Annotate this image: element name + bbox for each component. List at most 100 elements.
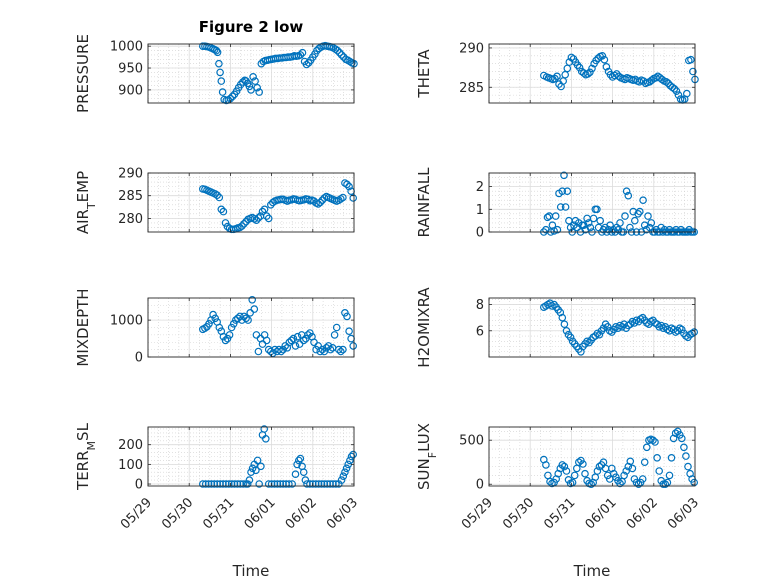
data-point [595,330,604,339]
data-point [603,322,612,331]
data-point [239,78,247,86]
data-point [680,443,688,452]
data-point [556,203,565,211]
x-tick-label: 05/30 [500,495,537,532]
data-point [221,219,230,227]
data-point [562,467,571,475]
data-point [252,466,260,475]
data-point [215,323,224,332]
data-point [243,480,252,488]
data-point [677,325,686,334]
y-axis-label: MIXDEPTH [74,288,92,366]
data-point [642,443,651,452]
data-point [579,460,587,468]
data-point [644,212,652,220]
data-point [317,480,326,488]
data-point [285,480,293,488]
data-point [346,456,354,465]
data-point [612,70,621,78]
data-point [247,468,255,477]
data-point [647,76,656,85]
data-point [345,182,353,191]
y-tick-label: 950 [118,62,143,77]
data-point [589,214,598,223]
data-point [260,425,269,433]
data-series [539,299,699,356]
data-point [314,200,323,208]
data-point [616,479,624,488]
data-point [295,340,304,348]
data-point [252,331,261,339]
data-point [288,480,297,488]
data-point [228,92,237,101]
data-point [201,480,210,488]
data-point [332,480,340,488]
data-point [291,342,300,350]
data-point [334,345,343,354]
data-point [635,207,644,216]
data-point [550,227,558,235]
data-point [248,295,257,304]
subplot-7: 0 100 200 05/29 05/30 05/31 06/01 06/02 06/03 TER… [74,422,361,580]
y-tick-label: 0 [476,226,484,241]
x-tick-label: 05/29 [459,495,496,532]
axes-box [488,172,696,233]
data-point [664,79,673,88]
data-point [257,462,265,471]
data-point [682,452,690,460]
data-series [199,295,358,358]
y-tick-label: 200 [118,438,143,453]
data-point [306,329,314,337]
data-point [563,187,572,196]
data-point [217,77,226,85]
data-point [314,480,323,488]
data-point [689,67,697,76]
data-point [553,72,561,81]
data-point [258,207,267,216]
data-point [659,324,668,333]
data-point [293,460,301,469]
y-axis-label: TERRMSL [74,422,98,491]
x-axis-label: Time [573,562,611,580]
data-point [560,462,569,471]
y-tick-label: 1000 [110,40,143,55]
x-tick-label: 05/31 [541,495,578,532]
data-point [262,336,271,345]
data-point [596,216,605,225]
axes-box [488,43,696,104]
data-point [252,216,261,225]
data-point [651,438,659,446]
data-point [614,72,623,81]
data-point [261,434,270,443]
data-point [616,219,624,227]
data-point [655,467,664,475]
data-point [240,312,248,321]
data-point [289,334,298,343]
data-point [599,324,608,333]
data-point [558,313,567,322]
data-point [304,331,312,339]
data-point [212,46,221,55]
data-point [253,83,262,92]
data-point [201,324,209,333]
data-point [316,347,325,356]
axes-box [147,172,355,233]
data-series [539,427,699,489]
data-point [227,480,236,488]
data-point [211,314,220,323]
data-point [266,201,275,209]
data-point [330,331,339,339]
data-point [254,214,263,222]
data-point [661,480,670,489]
data-point [204,480,213,488]
y-tick-label: 0 [476,478,484,493]
subplot-2: 285 290 THETA [415,41,699,104]
y-tick-label: 1 [476,203,484,218]
x-tick-label: 06/02 [624,495,661,532]
data-point [667,453,676,462]
data-point [343,312,351,321]
data-point [222,480,230,488]
data-point [640,458,649,467]
data-point [279,345,287,354]
